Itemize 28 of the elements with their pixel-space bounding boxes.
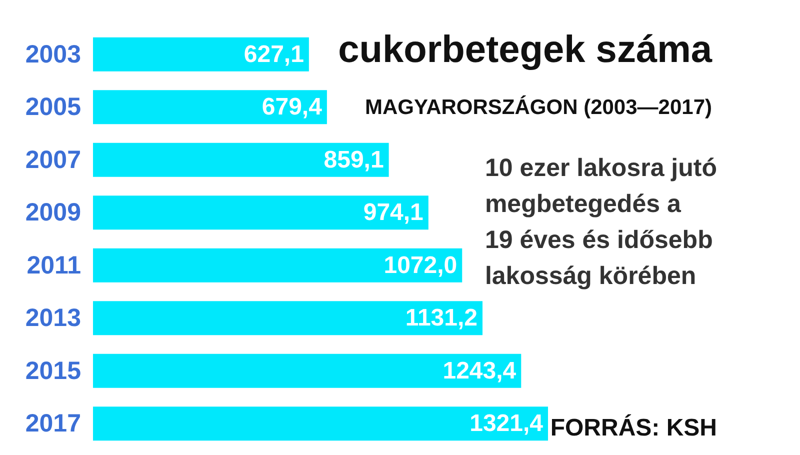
bar bbox=[93, 301, 483, 336]
y-tick-label: 2013 bbox=[25, 304, 81, 332]
bar bbox=[93, 90, 327, 124]
y-tick-label: 2017 bbox=[25, 410, 81, 438]
bar bbox=[93, 196, 428, 230]
text: FORRÁS: KSH bbox=[550, 414, 718, 442]
y-tick-label: 2007 bbox=[25, 146, 81, 174]
bar bbox=[93, 248, 462, 282]
data-label: 1131,2 bbox=[405, 304, 478, 332]
data-label: 1243,4 bbox=[442, 357, 517, 384]
y-tick-label: 2015 bbox=[25, 356, 82, 385]
data-label: 627,1 bbox=[244, 40, 304, 68]
y-tick-label: 2003 bbox=[25, 40, 81, 68]
data-label: 859,1 bbox=[324, 146, 384, 174]
y-tick-label: 2011 bbox=[26, 251, 82, 280]
bar bbox=[93, 406, 548, 441]
data-label: 1321,4 bbox=[470, 410, 544, 438]
bar bbox=[93, 142, 389, 177]
bar bbox=[93, 37, 309, 72]
chart-title: cukorbetegek száma bbox=[338, 29, 713, 71]
bar bbox=[93, 354, 522, 388]
data-label: 974,1 bbox=[363, 199, 424, 226]
y-tick-label: 2009 bbox=[25, 198, 81, 227]
data-label: 679,4 bbox=[262, 94, 323, 121]
y-tick-label: 2005 bbox=[25, 93, 82, 122]
data-label: 1072,0 bbox=[384, 252, 458, 279]
text: MAGYARORSZÁGON (2003—2017) bbox=[365, 95, 712, 119]
annotation: 10 ezer lakosra jutó megbetegedés a 19 éves és idősebb lakosság körében bbox=[484, 154, 718, 290]
